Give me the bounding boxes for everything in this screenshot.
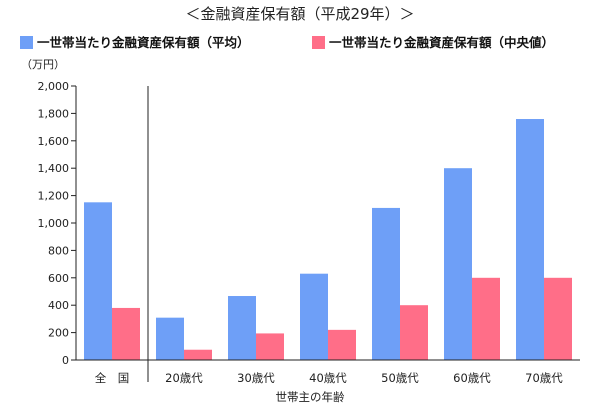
chart-title: ＜金融資産保有額（平成29年）＞ bbox=[185, 5, 414, 23]
bar-median bbox=[400, 305, 428, 360]
y-tick-label: 1,200 bbox=[38, 190, 70, 203]
x-axis-label: 世帯主の年齢 bbox=[276, 390, 345, 404]
y-tick-label: 1,400 bbox=[38, 162, 70, 175]
bar-mean bbox=[300, 273, 328, 360]
bar-mean bbox=[516, 119, 544, 360]
y-tick-label: 1,800 bbox=[38, 107, 70, 120]
y-tick-label: 400 bbox=[48, 299, 69, 312]
bar-median bbox=[256, 333, 284, 360]
x-category-label: 全 国 bbox=[95, 371, 130, 385]
y-axis-unit: （万円） bbox=[21, 58, 65, 71]
y-tick-label: 800 bbox=[48, 244, 69, 257]
bar-mean bbox=[156, 317, 184, 360]
x-category-label: 40歳代 bbox=[309, 371, 347, 385]
bar-mean bbox=[228, 296, 256, 360]
legend: 一世帯当たり金融資産保有額（平均） 一世帯当たり金融資産保有額（中央値） bbox=[20, 35, 554, 50]
y-tick-label: 200 bbox=[48, 327, 69, 340]
x-category-label: 60歳代 bbox=[453, 371, 491, 385]
y-tick-label: 1,000 bbox=[38, 217, 70, 230]
y-tick-label: 2,000 bbox=[38, 80, 70, 93]
legend-label-mean: 一世帯当たり金融資産保有額（平均） bbox=[37, 35, 250, 50]
bar-mean bbox=[372, 207, 400, 360]
legend-label-median: 一世帯当たり金融資産保有額（中央値） bbox=[329, 35, 554, 50]
bars bbox=[84, 119, 572, 360]
y-tick-label: 0 bbox=[62, 354, 69, 367]
y-axis-ticks: 0 200 400 600 800 1,000 1,200 1,400 1,600 1,800 2,… bbox=[38, 80, 76, 367]
bar-mean bbox=[444, 168, 472, 360]
bar-median bbox=[544, 277, 572, 360]
bar-mean bbox=[84, 202, 112, 360]
x-axis-categories: 全 国 20歳代 30歳代 40歳代 50歳代 60歳代 70歳代 bbox=[95, 371, 564, 385]
bar-median bbox=[184, 349, 212, 360]
y-tick-label: 600 bbox=[48, 272, 69, 285]
x-category-label: 20歳代 bbox=[165, 371, 203, 385]
bar-median bbox=[472, 277, 500, 360]
bar-median bbox=[328, 329, 356, 360]
legend-swatch-mean bbox=[20, 36, 33, 49]
x-category-label: 70歳代 bbox=[525, 371, 563, 385]
x-category-label: 50歳代 bbox=[381, 371, 419, 385]
y-tick-label: 1,600 bbox=[38, 135, 70, 148]
legend-swatch-median bbox=[312, 36, 325, 49]
bar-median bbox=[112, 307, 140, 360]
x-category-label: 30歳代 bbox=[237, 371, 275, 385]
